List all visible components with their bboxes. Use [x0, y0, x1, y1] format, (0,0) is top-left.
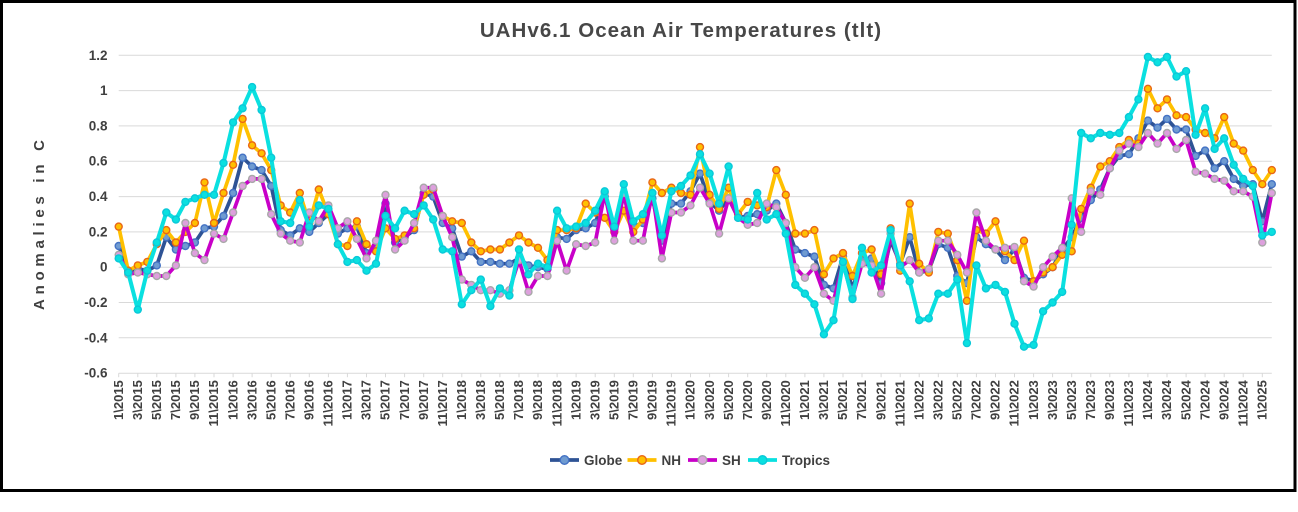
svg-text:NH: NH	[662, 453, 682, 468]
svg-text:11\2019: 11\2019	[664, 380, 679, 426]
svg-text:3\2024: 3\2024	[1159, 379, 1174, 420]
svg-text:Tropics: Tropics	[782, 453, 830, 468]
svg-text:11\2024: 11\2024	[1235, 379, 1250, 426]
svg-text:0: 0	[100, 260, 108, 275]
svg-text:3\2021: 3\2021	[816, 380, 831, 420]
svg-text:9\2020: 9\2020	[759, 380, 774, 420]
svg-text:9\2021: 9\2021	[873, 380, 888, 420]
svg-text:7\2019: 7\2019	[626, 380, 641, 420]
svg-text:9\2024: 9\2024	[1216, 379, 1231, 420]
svg-text:3\2019: 3\2019	[587, 380, 602, 420]
svg-text:11\2020: 11\2020	[778, 380, 793, 426]
svg-text:1\2025: 1\2025	[1255, 380, 1270, 420]
svg-text:7\2018: 7\2018	[511, 380, 526, 420]
svg-text:5\2022: 5\2022	[950, 380, 965, 420]
svg-text:9\2018: 9\2018	[530, 380, 545, 420]
svg-text:-0.4: -0.4	[84, 330, 108, 345]
svg-text:1: 1	[100, 83, 108, 98]
svg-text:3\2016: 3\2016	[244, 380, 259, 420]
svg-text:11\2015: 11\2015	[206, 380, 221, 426]
svg-text:1\2022: 1\2022	[911, 380, 926, 420]
svg-text:7\2016: 7\2016	[282, 380, 297, 420]
svg-text:5\2018: 5\2018	[492, 380, 507, 420]
svg-text:11\2022: 11\2022	[1007, 380, 1022, 426]
svg-text:1\2017: 1\2017	[340, 380, 355, 420]
svg-text:-0.6: -0.6	[84, 366, 108, 381]
svg-text:3\2020: 3\2020	[702, 380, 717, 420]
svg-text:3\2023: 3\2023	[1045, 380, 1060, 420]
svg-text:7\2020: 7\2020	[740, 380, 755, 420]
svg-text:3\2018: 3\2018	[473, 380, 488, 420]
svg-text:0.4: 0.4	[89, 189, 108, 204]
svg-text:0.8: 0.8	[89, 118, 108, 133]
svg-text:9\2017: 9\2017	[416, 380, 431, 420]
svg-text:9\2015: 9\2015	[187, 380, 202, 420]
svg-text:1.2: 1.2	[89, 48, 108, 63]
svg-text:5\2023: 5\2023	[1064, 380, 1079, 420]
svg-text:7\2021: 7\2021	[854, 380, 869, 420]
svg-text:9\2016: 9\2016	[302, 380, 317, 420]
svg-text:SH: SH	[722, 453, 741, 468]
svg-text:7\2023: 7\2023	[1083, 380, 1098, 420]
svg-text:11\2021: 11\2021	[892, 380, 907, 426]
svg-text:3\2015: 3\2015	[130, 380, 145, 420]
svg-text:9\2022: 9\2022	[988, 380, 1003, 420]
svg-text:5\2016: 5\2016	[263, 380, 278, 420]
svg-text:1\2015: 1\2015	[111, 380, 126, 420]
svg-text:1\2016: 1\2016	[225, 380, 240, 420]
svg-text:1\2020: 1\2020	[683, 380, 698, 420]
svg-text:5\2020: 5\2020	[721, 380, 736, 420]
svg-text:-0.2: -0.2	[84, 295, 107, 310]
svg-text:1\2018: 1\2018	[454, 380, 469, 420]
svg-text:Anomalies in C: Anomalies in C	[31, 140, 48, 310]
svg-text:5\2019: 5\2019	[607, 380, 622, 420]
svg-text:3\2017: 3\2017	[359, 380, 374, 420]
svg-text:7\2022: 7\2022	[969, 380, 984, 420]
svg-text:1\2019: 1\2019	[568, 380, 583, 420]
svg-text:5\2015: 5\2015	[149, 380, 164, 420]
svg-text:Globe: Globe	[584, 453, 623, 468]
svg-text:7\2017: 7\2017	[397, 380, 412, 420]
svg-text:7\2024: 7\2024	[1197, 379, 1212, 420]
svg-text:7\2015: 7\2015	[168, 380, 183, 420]
svg-text:11\2018: 11\2018	[549, 380, 564, 426]
svg-text:1\2021: 1\2021	[797, 380, 812, 420]
svg-text:1\2023: 1\2023	[1026, 380, 1041, 420]
svg-text:0.6: 0.6	[89, 154, 108, 169]
svg-text:9\2023: 9\2023	[1102, 380, 1117, 420]
svg-text:5\2017: 5\2017	[378, 380, 393, 420]
svg-text:1\2024: 1\2024	[1140, 379, 1155, 420]
svg-text:11\2017: 11\2017	[435, 380, 450, 426]
svg-text:11\2023: 11\2023	[1121, 380, 1136, 426]
svg-text:3\2022: 3\2022	[931, 380, 946, 420]
svg-text:UAHv6.1 Ocean Air Temperatures: UAHv6.1 Ocean Air Temperatures (tlt)	[480, 19, 882, 42]
svg-text:5\2024: 5\2024	[1178, 379, 1193, 420]
svg-text:9\2019: 9\2019	[645, 380, 660, 420]
svg-text:5\2021: 5\2021	[835, 380, 850, 420]
svg-text:11\2016: 11\2016	[321, 380, 336, 426]
svg-text:0.2: 0.2	[89, 224, 108, 239]
